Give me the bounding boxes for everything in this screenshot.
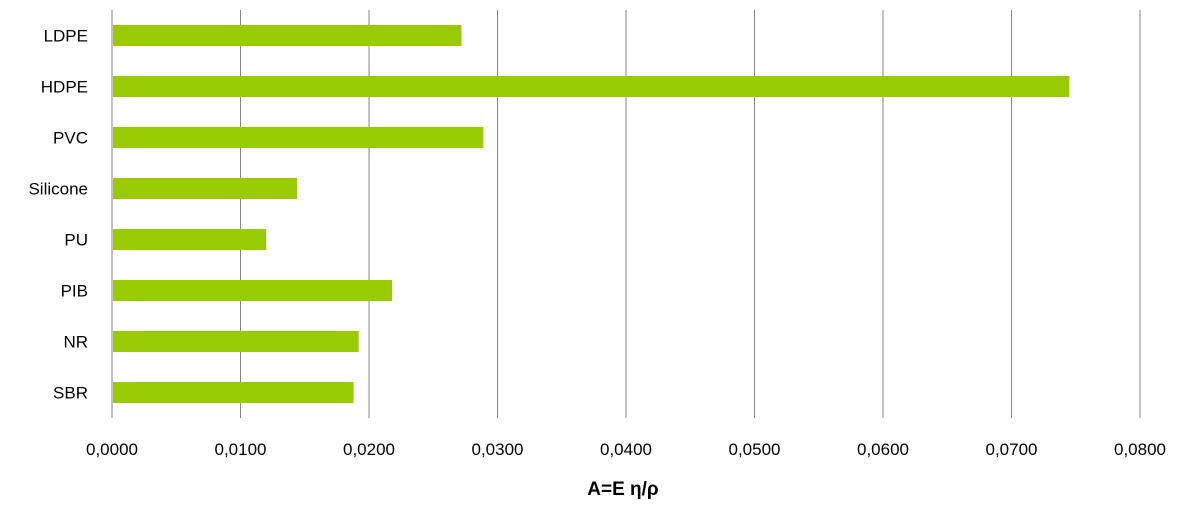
category-label-hdpe: HDPE — [41, 78, 88, 97]
x-tick-label: 0,0300 — [472, 440, 524, 459]
category-label-ldpe: LDPE — [44, 27, 88, 46]
bars — [113, 25, 1070, 403]
bar-pvc — [113, 127, 484, 148]
gridlines — [240, 10, 1141, 418]
x-tick-labels: 0,0000 0,0100 0,0200 0,0300 0,0400 0,0500 0,06… — [86, 440, 1166, 459]
x-tick-label: 0,0200 — [343, 440, 395, 459]
category-label-silicone: Silicone — [28, 180, 88, 199]
x-tick-label: 0,0000 — [86, 440, 138, 459]
bar-ldpe — [113, 25, 462, 46]
x-tick-label: 0,0500 — [729, 440, 781, 459]
bar-silicone — [113, 178, 298, 199]
category-label-sbr: SBR — [53, 384, 88, 403]
x-tick-label: 0,0700 — [986, 440, 1038, 459]
category-labels: LDPE HDPE PVC Silicone PU PIB NR SBR — [28, 27, 88, 403]
bar-pib — [113, 280, 393, 301]
category-label-pvc: PVC — [53, 129, 88, 148]
x-tick-label: 0,0100 — [215, 440, 267, 459]
category-label-nr: NR — [63, 333, 88, 352]
x-tick-label: 0,0600 — [857, 440, 909, 459]
category-label-pib: PIB — [61, 282, 88, 301]
bar-nr — [113, 331, 359, 352]
bar-hdpe — [113, 76, 1070, 97]
bar-pu — [113, 229, 267, 250]
x-tick-label: 0,0800 — [1114, 440, 1166, 459]
bar-sbr — [113, 382, 354, 403]
x-axis-title: A=E η/ρ — [587, 479, 659, 500]
x-tick-label: 0,0400 — [600, 440, 652, 459]
category-label-pu: PU — [64, 231, 88, 250]
